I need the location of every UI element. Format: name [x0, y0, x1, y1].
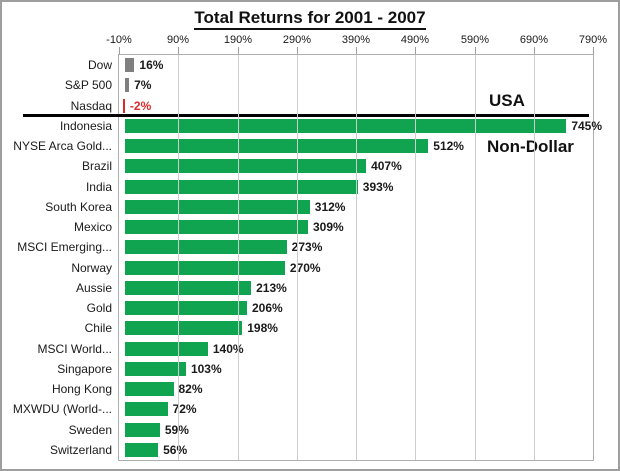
gridline: [475, 55, 476, 460]
gridline: [238, 55, 239, 460]
x-tick-label: -10%: [106, 34, 132, 46]
category-label-msci-emerging: MSCI Emerging...: [17, 240, 112, 255]
x-tick-mark: [178, 47, 179, 55]
chart-title-text: Total Returns for 2001 - 2007: [194, 8, 426, 30]
category-label-gold: Gold: [86, 301, 112, 315]
value-label-nyse-arca-gold: 512%: [433, 139, 464, 153]
value-label-south-korea: 312%: [314, 199, 346, 214]
x-tick-label: 290%: [282, 34, 312, 46]
bar-dow: [124, 58, 135, 73]
value-label-brazil: 407%: [371, 159, 402, 174]
bar-msci-world: [124, 341, 208, 356]
non-dollar-group-label: Non-Dollar: [487, 137, 574, 156]
value-label-mexico: 309%: [313, 220, 344, 234]
value-label-norway: 270%: [289, 260, 321, 275]
bar-nyse-arca-gold: [124, 139, 429, 154]
bar-south-korea: [124, 199, 310, 214]
value-label-sweden: 59%: [164, 422, 189, 437]
bar-gold: [124, 301, 247, 316]
category-label-msci-world: MSCI World...: [37, 341, 112, 356]
bar-singapore: [124, 361, 186, 376]
x-tick-mark: [238, 47, 239, 55]
bar-switzerland: [124, 442, 159, 457]
x-tick-label: 790%: [578, 34, 608, 46]
category-label-dow: Dow: [87, 58, 112, 72]
gridline: [297, 55, 298, 460]
gridline: [534, 55, 535, 460]
value-label-msci-emerging: 273%: [291, 240, 323, 255]
bar-nasdaq: [122, 98, 125, 113]
value-label-singapore: 103%: [190, 361, 222, 376]
category-label-norway: Norway: [71, 260, 112, 275]
value-label-s-p-500: 7%: [134, 78, 152, 93]
bar-hong-kong: [124, 382, 174, 397]
x-tick-mark: [297, 47, 298, 55]
bar-norway: [124, 260, 285, 275]
x-tick-label: 190%: [223, 34, 253, 46]
category-label-nasdaq: Nasdaq: [70, 98, 112, 113]
value-label-indonesia: 745%: [571, 118, 603, 133]
bar-msci-emerging: [124, 240, 287, 255]
category-label-sweden: Sweden: [68, 422, 112, 437]
gridline: [415, 55, 416, 460]
value-label-nasdaq: -2%: [129, 98, 152, 113]
x-tick-mark: [475, 47, 476, 55]
value-label-mxwdu-world: 72%: [172, 402, 197, 417]
usa-nondollar-separator-line: [23, 114, 589, 117]
x-tick-mark: [119, 47, 120, 55]
value-label-india: 393%: [362, 179, 394, 194]
x-tick-label: 690%: [519, 34, 549, 46]
bar-mexico: [124, 220, 308, 235]
category-label-hong-kong: Hong Kong: [51, 382, 112, 396]
category-label-india: India: [85, 179, 112, 194]
x-tick-label: 90%: [166, 34, 190, 46]
gridline: [356, 55, 357, 460]
chart-title: Total Returns for 2001 - 2007: [0, 8, 620, 30]
category-label-mxwdu-world: MXWDU (World-...: [12, 402, 112, 417]
category-label-nyse-arca-gold: NYSE Arca Gold...: [13, 139, 112, 153]
bar-aussie: [124, 280, 252, 295]
value-label-aussie: 213%: [256, 280, 287, 295]
value-label-chile: 198%: [247, 321, 278, 336]
category-label-aussie: Aussie: [75, 280, 112, 295]
gridline: [178, 55, 179, 460]
bar-s-p-500: [124, 78, 130, 93]
value-label-gold: 206%: [251, 301, 283, 315]
usa-group-label: USA: [489, 91, 525, 110]
category-label-mexico: Mexico: [73, 220, 112, 234]
value-label-hong-kong: 82%: [178, 382, 203, 396]
category-label-s-p-500: S&P 500: [64, 78, 112, 93]
value-label-switzerland: 56%: [163, 442, 188, 457]
bar-india: [124, 179, 358, 194]
bar-indonesia: [124, 118, 567, 133]
x-tick-label: 590%: [460, 34, 490, 46]
category-label-south-korea: South Korea: [45, 199, 112, 214]
x-tick-label: 390%: [341, 34, 371, 46]
x-tick-mark: [356, 47, 357, 55]
x-tick-mark: [534, 47, 535, 55]
bar-brazil: [124, 159, 367, 174]
bar-mxwdu-world: [124, 402, 168, 417]
category-label-chile: Chile: [84, 321, 112, 336]
category-label-brazil: Brazil: [81, 159, 112, 174]
x-tick-mark: [593, 47, 594, 55]
value-label-msci-world: 140%: [212, 341, 244, 356]
x-tick-label: 490%: [400, 34, 430, 46]
category-label-indonesia: Indonesia: [59, 118, 112, 133]
bar-sweden: [124, 422, 160, 437]
category-label-switzerland: Switzerland: [49, 442, 112, 457]
category-label-singapore: Singapore: [57, 361, 112, 376]
x-tick-mark: [415, 47, 416, 55]
value-label-dow: 16%: [139, 58, 164, 72]
bar-chile: [124, 321, 243, 336]
